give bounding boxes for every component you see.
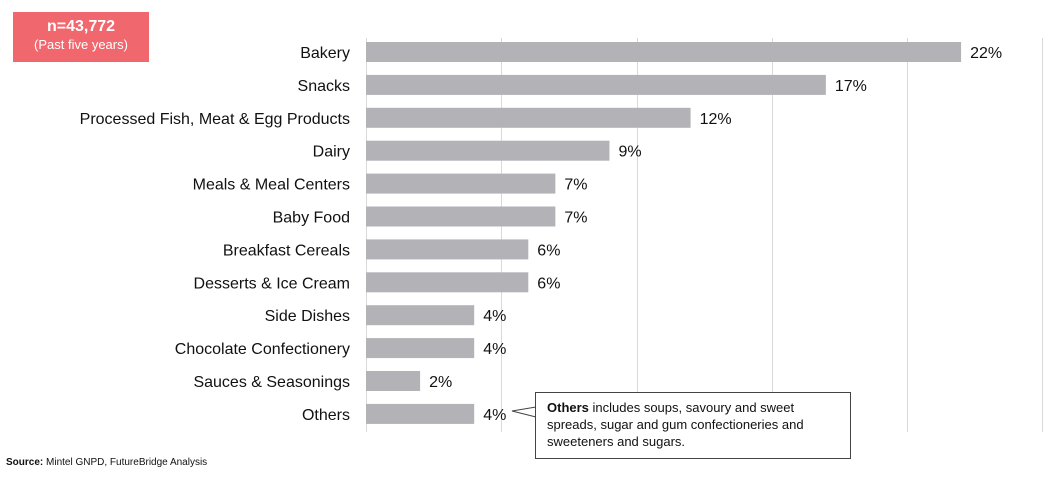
category-label: Breakfast Cereals — [223, 242, 350, 259]
bar — [366, 173, 556, 194]
bar — [366, 107, 691, 128]
value-label: 4% — [483, 341, 506, 358]
category-label: Desserts & Ice Cream — [194, 275, 350, 292]
category-label: Bakery — [300, 45, 350, 62]
bar — [366, 140, 610, 161]
category-label: Processed Fish, Meat & Egg Products — [80, 111, 350, 128]
category-label: Side Dishes — [265, 308, 350, 325]
bar — [366, 74, 826, 95]
value-label: 7% — [564, 210, 587, 227]
value-label: 6% — [537, 275, 560, 292]
labels: Bakery 22% Snacks 17% Processed Fish, Meat &… — [80, 45, 1002, 424]
category-label: Chocolate Confectionery — [175, 341, 350, 358]
sample-count: n=43,772 — [46, 18, 116, 35]
value-label: 6% — [537, 242, 560, 259]
value-label: 2% — [429, 374, 452, 391]
callout-pointer — [511, 406, 537, 418]
category-label: Snacks — [298, 78, 350, 95]
value-label: 22% — [970, 45, 1002, 62]
value-label: 9% — [618, 144, 641, 161]
category-label: Dairy — [313, 144, 350, 161]
category-label: Baby Food — [273, 210, 350, 227]
bar — [366, 206, 556, 227]
category-label: Sauces & Seasonings — [193, 374, 350, 391]
value-label: 17% — [835, 78, 867, 95]
bar — [366, 371, 421, 391]
bars — [366, 42, 962, 424]
gridlines — [366, 38, 1043, 432]
others-callout: Others includes soups, savoury and sweet… — [535, 392, 851, 459]
value-label: 4% — [483, 308, 506, 325]
callout-text: includes soups, savoury and sweet spread… — [547, 400, 804, 449]
sample-period: (Past five years) — [34, 37, 128, 52]
bar — [366, 239, 529, 260]
source-label: Source: — [6, 457, 44, 468]
category-label: Meals & Meal Centers — [193, 177, 350, 194]
bar — [366, 305, 475, 326]
source-text: Mintel GNPD, FutureBridge Analysis — [43, 457, 208, 468]
value-label: 4% — [483, 407, 506, 424]
value-label: 12% — [700, 111, 732, 128]
source-note: Source: Mintel GNPD, FutureBridge Analys… — [6, 457, 207, 468]
value-label: 7% — [564, 177, 587, 194]
sample-size-badge: n=43,772 (Past five years) — [13, 12, 149, 62]
bar — [366, 403, 475, 424]
bar — [366, 42, 962, 62]
bar — [366, 272, 529, 293]
callout-bold-term: Others — [547, 400, 589, 415]
category-label: Others — [302, 407, 350, 424]
bar — [366, 338, 475, 359]
